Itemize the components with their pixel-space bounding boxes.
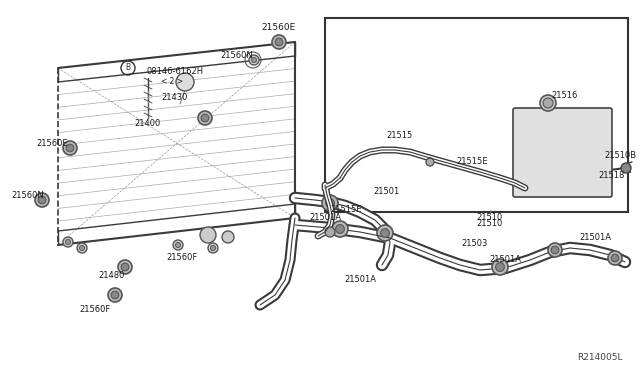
Circle shape — [608, 251, 622, 265]
Text: 21430: 21430 — [162, 93, 188, 103]
Circle shape — [492, 259, 508, 275]
Text: 21516: 21516 — [552, 90, 578, 99]
FancyBboxPatch shape — [513, 108, 612, 197]
Text: 21510: 21510 — [477, 214, 503, 222]
Text: 21560E: 21560E — [261, 23, 295, 32]
Circle shape — [211, 246, 216, 250]
Circle shape — [35, 193, 49, 207]
Circle shape — [111, 291, 119, 299]
Text: 21518: 21518 — [599, 170, 625, 180]
Circle shape — [108, 288, 122, 302]
Circle shape — [77, 243, 87, 253]
Text: 21510B: 21510B — [604, 151, 636, 160]
Circle shape — [332, 221, 348, 237]
Circle shape — [176, 73, 194, 91]
Circle shape — [335, 225, 344, 233]
Circle shape — [495, 263, 504, 272]
Circle shape — [66, 144, 74, 152]
Text: 21400: 21400 — [135, 119, 161, 128]
Circle shape — [621, 163, 631, 173]
Circle shape — [38, 196, 46, 204]
Text: < 2 >: < 2 > — [161, 77, 183, 87]
Circle shape — [326, 199, 334, 208]
Text: 21501A: 21501A — [309, 214, 341, 222]
Text: 21501A: 21501A — [579, 234, 611, 243]
Text: 21560F: 21560F — [79, 305, 111, 314]
Circle shape — [173, 240, 183, 250]
Text: 21515E: 21515E — [330, 205, 362, 215]
Text: 08146-6162H: 08146-6162H — [147, 67, 204, 77]
Circle shape — [252, 58, 257, 62]
Circle shape — [543, 98, 553, 108]
Circle shape — [63, 237, 73, 247]
Circle shape — [65, 240, 70, 244]
Text: 21480: 21480 — [99, 270, 125, 279]
Text: 21503: 21503 — [462, 238, 488, 247]
Text: 21560E: 21560E — [36, 138, 68, 148]
Text: 21515: 21515 — [387, 131, 413, 141]
Text: 21560F: 21560F — [166, 253, 198, 263]
Circle shape — [208, 243, 218, 253]
Circle shape — [121, 263, 129, 271]
Circle shape — [426, 158, 434, 166]
Circle shape — [548, 243, 562, 257]
Text: 21560N: 21560N — [12, 192, 44, 201]
Bar — [325, 18, 628, 212]
Text: B: B — [125, 64, 131, 73]
Text: 21501A: 21501A — [344, 276, 376, 285]
Circle shape — [198, 111, 212, 125]
Circle shape — [275, 38, 283, 46]
Circle shape — [381, 229, 389, 237]
Circle shape — [551, 246, 559, 254]
Text: 21560N: 21560N — [221, 51, 253, 61]
Circle shape — [175, 243, 180, 247]
Text: 21501: 21501 — [374, 187, 400, 196]
Circle shape — [377, 225, 393, 241]
Circle shape — [540, 95, 556, 111]
Text: R214005L: R214005L — [577, 353, 623, 362]
Circle shape — [249, 55, 259, 65]
Circle shape — [118, 260, 132, 274]
Circle shape — [272, 35, 286, 49]
Circle shape — [322, 195, 338, 211]
Circle shape — [63, 141, 77, 155]
Text: 21515E: 21515E — [456, 157, 488, 167]
Circle shape — [222, 231, 234, 243]
Circle shape — [325, 227, 335, 237]
Circle shape — [611, 254, 619, 262]
Circle shape — [201, 114, 209, 122]
Circle shape — [200, 227, 216, 243]
Text: 21501A: 21501A — [489, 256, 521, 264]
Text: 21510: 21510 — [477, 219, 503, 228]
Circle shape — [79, 246, 84, 250]
